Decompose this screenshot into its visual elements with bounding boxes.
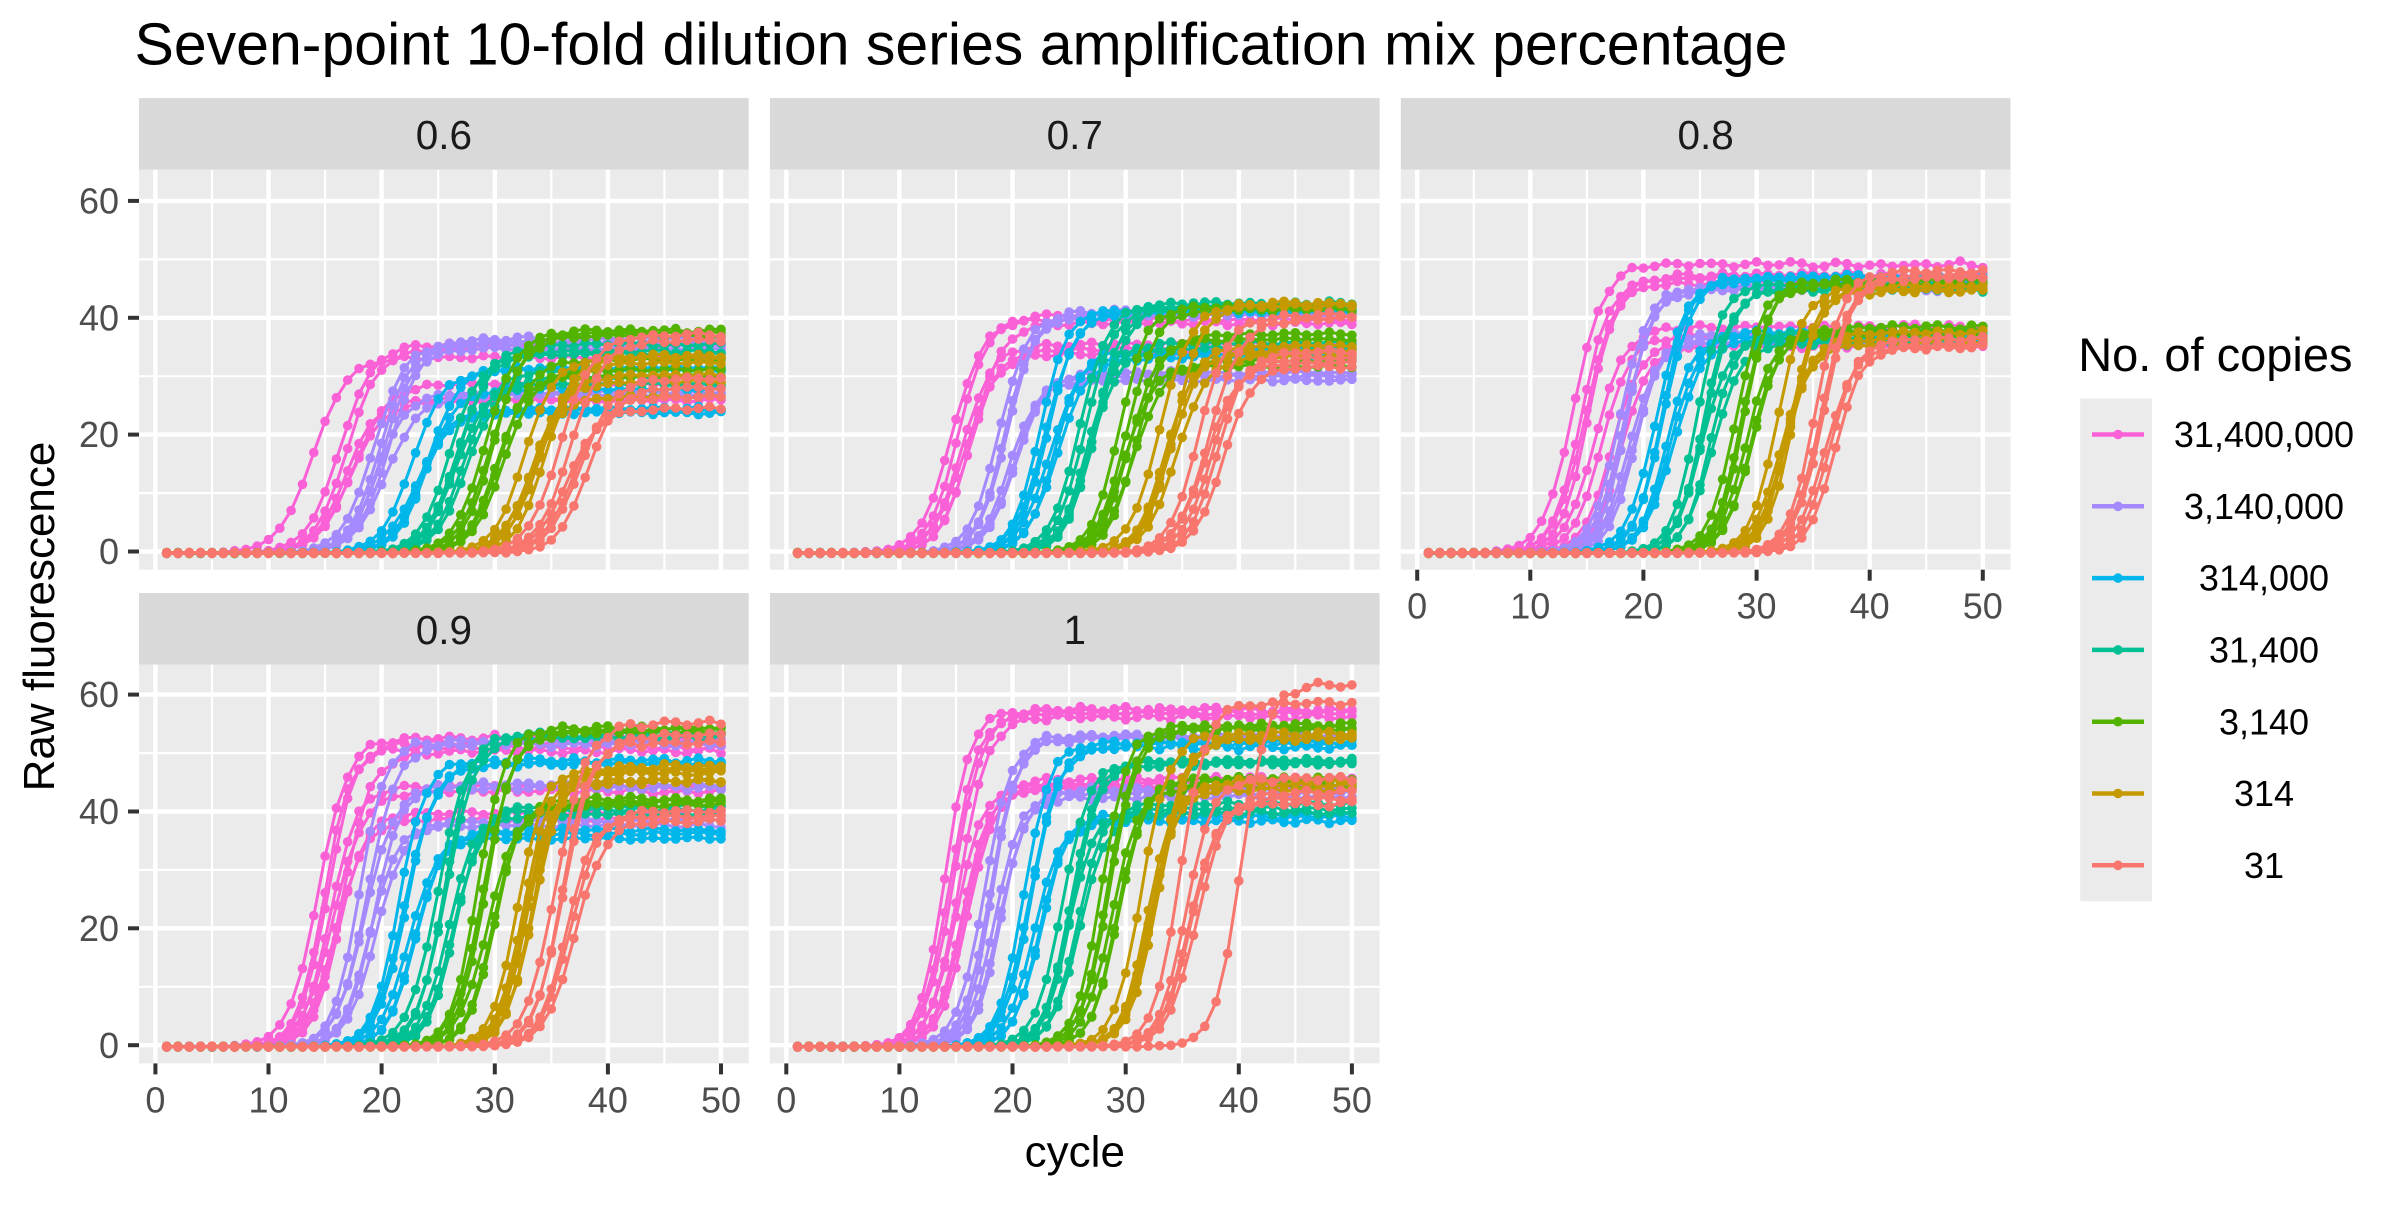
- svg-text:0.6: 0.6: [416, 112, 472, 158]
- svg-text:40: 40: [79, 297, 119, 338]
- svg-text:0: 0: [99, 1025, 119, 1066]
- svg-text:0: 0: [776, 1079, 796, 1120]
- svg-text:3,140: 3,140: [2219, 701, 2309, 742]
- svg-text:1: 1: [1063, 607, 1086, 653]
- svg-text:50: 50: [701, 1079, 741, 1120]
- svg-text:31,400,000: 31,400,000: [2174, 414, 2354, 455]
- svg-text:10: 10: [1510, 586, 1550, 627]
- svg-text:314: 314: [2234, 773, 2294, 814]
- svg-text:20: 20: [79, 908, 119, 949]
- svg-text:Raw fluorescence: Raw fluorescence: [15, 442, 64, 792]
- svg-text:0.8: 0.8: [1677, 112, 1733, 158]
- svg-text:50: 50: [1332, 1079, 1372, 1120]
- svg-text:40: 40: [1850, 586, 1890, 627]
- svg-text:20: 20: [993, 1079, 1033, 1120]
- svg-text:Seven-point 10-fold dilution s: Seven-point 10-fold dilution series ampl…: [135, 12, 1788, 78]
- svg-text:20: 20: [79, 414, 119, 455]
- svg-text:20: 20: [1623, 586, 1663, 627]
- svg-text:40: 40: [79, 791, 119, 832]
- svg-text:30: 30: [1106, 1079, 1146, 1120]
- svg-text:30: 30: [475, 1079, 515, 1120]
- svg-text:No. of copies: No. of copies: [2078, 328, 2352, 381]
- svg-text:0.7: 0.7: [1047, 112, 1103, 158]
- svg-text:20: 20: [362, 1079, 402, 1120]
- svg-text:50: 50: [1963, 586, 2003, 627]
- svg-text:60: 60: [79, 181, 119, 222]
- svg-text:314,000: 314,000: [2199, 558, 2329, 599]
- svg-text:0: 0: [99, 531, 119, 572]
- svg-text:30: 30: [1737, 586, 1777, 627]
- svg-text:0.9: 0.9: [416, 607, 472, 653]
- svg-text:cycle: cycle: [1025, 1127, 1125, 1176]
- svg-text:10: 10: [248, 1079, 288, 1120]
- svg-text:31: 31: [2244, 845, 2284, 886]
- svg-text:0: 0: [1407, 586, 1427, 627]
- svg-text:60: 60: [79, 674, 119, 715]
- svg-text:31,400: 31,400: [2209, 630, 2319, 671]
- svg-text:0: 0: [145, 1079, 165, 1120]
- svg-text:10: 10: [879, 1079, 919, 1120]
- svg-text:40: 40: [588, 1079, 628, 1120]
- svg-text:3,140,000: 3,140,000: [2184, 486, 2344, 527]
- svg-text:40: 40: [1219, 1079, 1259, 1120]
